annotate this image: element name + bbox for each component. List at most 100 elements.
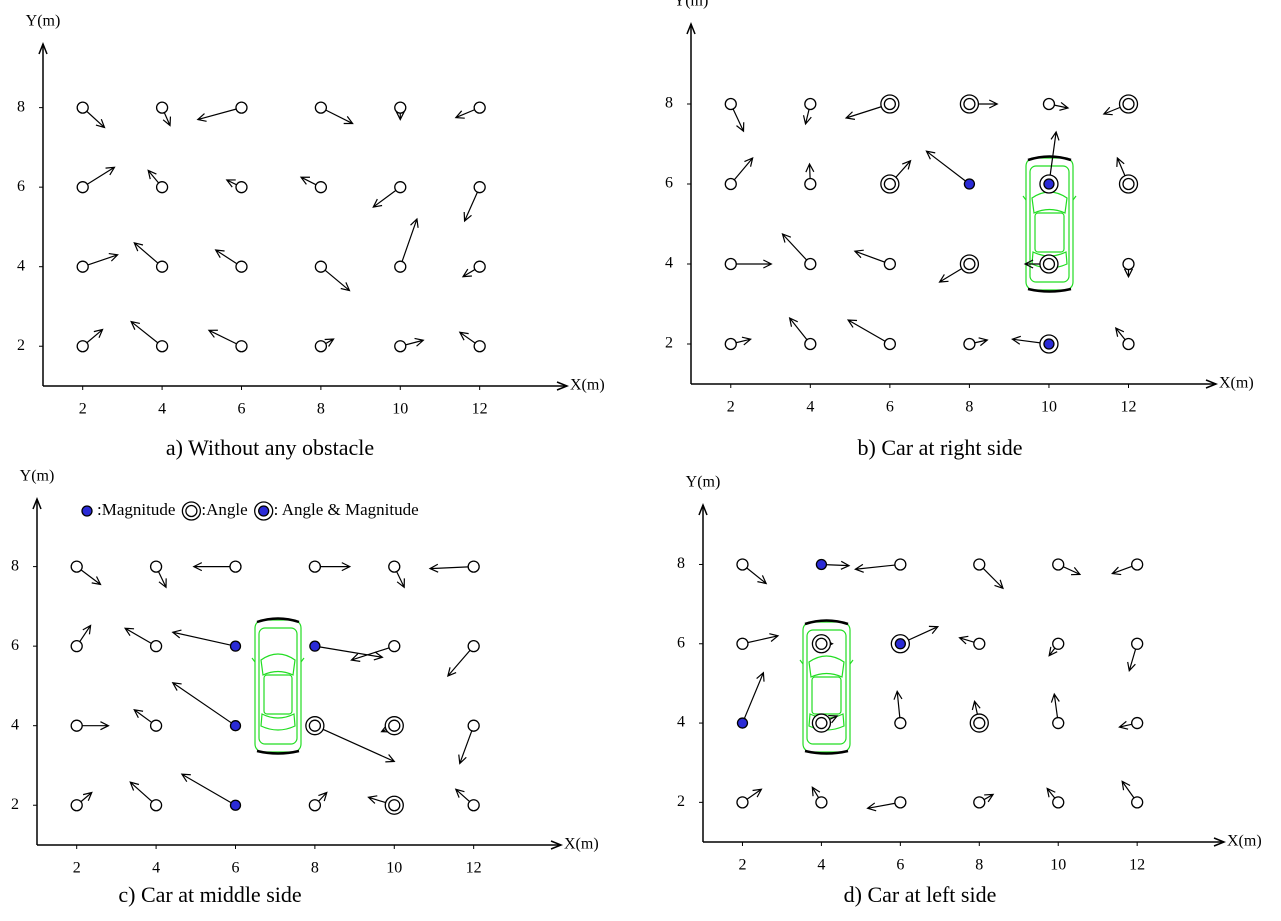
grid-point — [804, 177, 817, 191]
grid-point — [1131, 637, 1144, 650]
car-rear — [256, 749, 300, 755]
vector-arrow — [854, 563, 901, 573]
marker-dot — [736, 796, 749, 809]
marker-dot — [235, 260, 248, 273]
marker-dot — [309, 640, 321, 652]
marker-dot — [1122, 177, 1135, 191]
grid-point — [76, 260, 89, 273]
grid-point — [314, 101, 328, 114]
grid-point — [880, 174, 900, 194]
x-tick-label: 8 — [965, 399, 973, 416]
marker-dot — [804, 257, 817, 271]
grid-point — [388, 560, 401, 573]
grid-point — [308, 799, 322, 812]
marker-dot — [1131, 716, 1144, 730]
marker-dot — [81, 505, 93, 517]
x-tick-label: 6 — [886, 399, 894, 416]
marker-dot — [76, 181, 89, 194]
vector-arrow — [180, 773, 236, 806]
grid-point — [1052, 796, 1065, 809]
grid-point — [155, 340, 169, 353]
grid-point — [314, 260, 328, 273]
x-tick-label: 12 — [472, 401, 488, 418]
marker-dot — [229, 720, 242, 732]
car-roof — [263, 674, 293, 715]
y-tick-label: 2 — [17, 337, 25, 354]
grid-point — [883, 337, 897, 351]
panel-caption: c) Car at middle side — [118, 882, 301, 907]
grid-point — [229, 720, 242, 732]
marker-dot — [883, 177, 897, 191]
marker-dot — [1122, 97, 1135, 111]
grid-point — [1042, 97, 1056, 111]
grid-point — [155, 101, 169, 114]
grid-point — [804, 257, 817, 271]
x-tick-label: 2 — [79, 401, 87, 418]
marker-dot — [1052, 637, 1065, 650]
grid-point — [149, 719, 163, 732]
grid-point — [880, 94, 900, 114]
marker-dot — [388, 719, 401, 732]
car-rear — [1027, 287, 1072, 293]
y-tick-label: 6 — [11, 637, 19, 654]
marker-dot — [149, 560, 163, 573]
grid-point — [724, 337, 737, 351]
marker-dot — [1042, 97, 1056, 111]
marker-dot — [815, 716, 828, 730]
x-axis-arrow — [1205, 379, 1219, 389]
car-windshield — [808, 655, 845, 678]
marker-dot — [883, 337, 897, 351]
grid-point — [70, 719, 83, 732]
grid-point — [804, 97, 817, 111]
car-rear — [804, 749, 849, 755]
marker-dot — [1131, 558, 1144, 571]
y-axis-arrow — [686, 21, 696, 35]
marker-dot — [963, 337, 976, 351]
car-body — [1025, 157, 1074, 291]
x-tick-label: 10 — [392, 401, 408, 418]
grid-point — [1131, 716, 1144, 730]
vector-arrow — [463, 186, 481, 223]
grid-point — [959, 254, 980, 274]
grid-point — [736, 558, 749, 571]
car-windshield — [260, 653, 296, 676]
marker-dot — [149, 719, 163, 732]
grid-point — [890, 634, 910, 654]
marker-dot — [724, 337, 737, 351]
car-body-inner — [806, 629, 847, 745]
car — [1022, 155, 1077, 293]
grid-point — [1039, 254, 1059, 274]
car-roof — [811, 676, 842, 715]
grid-point — [235, 340, 248, 353]
grid-point — [894, 558, 907, 571]
panel-caption: b) Car at right side — [858, 435, 1023, 460]
marker-dot — [70, 639, 83, 653]
marker-dot — [76, 340, 89, 353]
marker-dot — [467, 560, 480, 573]
marker-dot — [973, 637, 986, 650]
grid-point — [388, 639, 401, 653]
car-body-inner — [1029, 165, 1070, 283]
x-axis-arrow — [550, 840, 564, 850]
marker-dot — [1043, 178, 1055, 190]
grid-point — [1118, 174, 1139, 194]
vector-arrow — [82, 166, 116, 188]
grid-point — [76, 101, 89, 114]
marker-dot — [1122, 337, 1135, 351]
car-front — [1027, 155, 1072, 162]
car-mirror — [799, 659, 804, 665]
x-axis-label: X(m) — [1219, 375, 1254, 392]
marker-dot — [973, 796, 986, 809]
grid-point — [1052, 558, 1065, 571]
vector-arrow — [853, 249, 891, 265]
x-tick-label: 10 — [386, 860, 402, 877]
vector-arrow — [314, 725, 396, 763]
legend-label: :Angle — [201, 500, 247, 519]
grid-point — [1131, 558, 1144, 571]
marker-dot — [1052, 716, 1065, 730]
marker-dot — [736, 558, 749, 571]
marker-dot — [883, 97, 897, 111]
x-tick-label: 2 — [73, 860, 81, 877]
grid-point — [894, 716, 907, 730]
x-tick-label: 10 — [1041, 399, 1057, 416]
